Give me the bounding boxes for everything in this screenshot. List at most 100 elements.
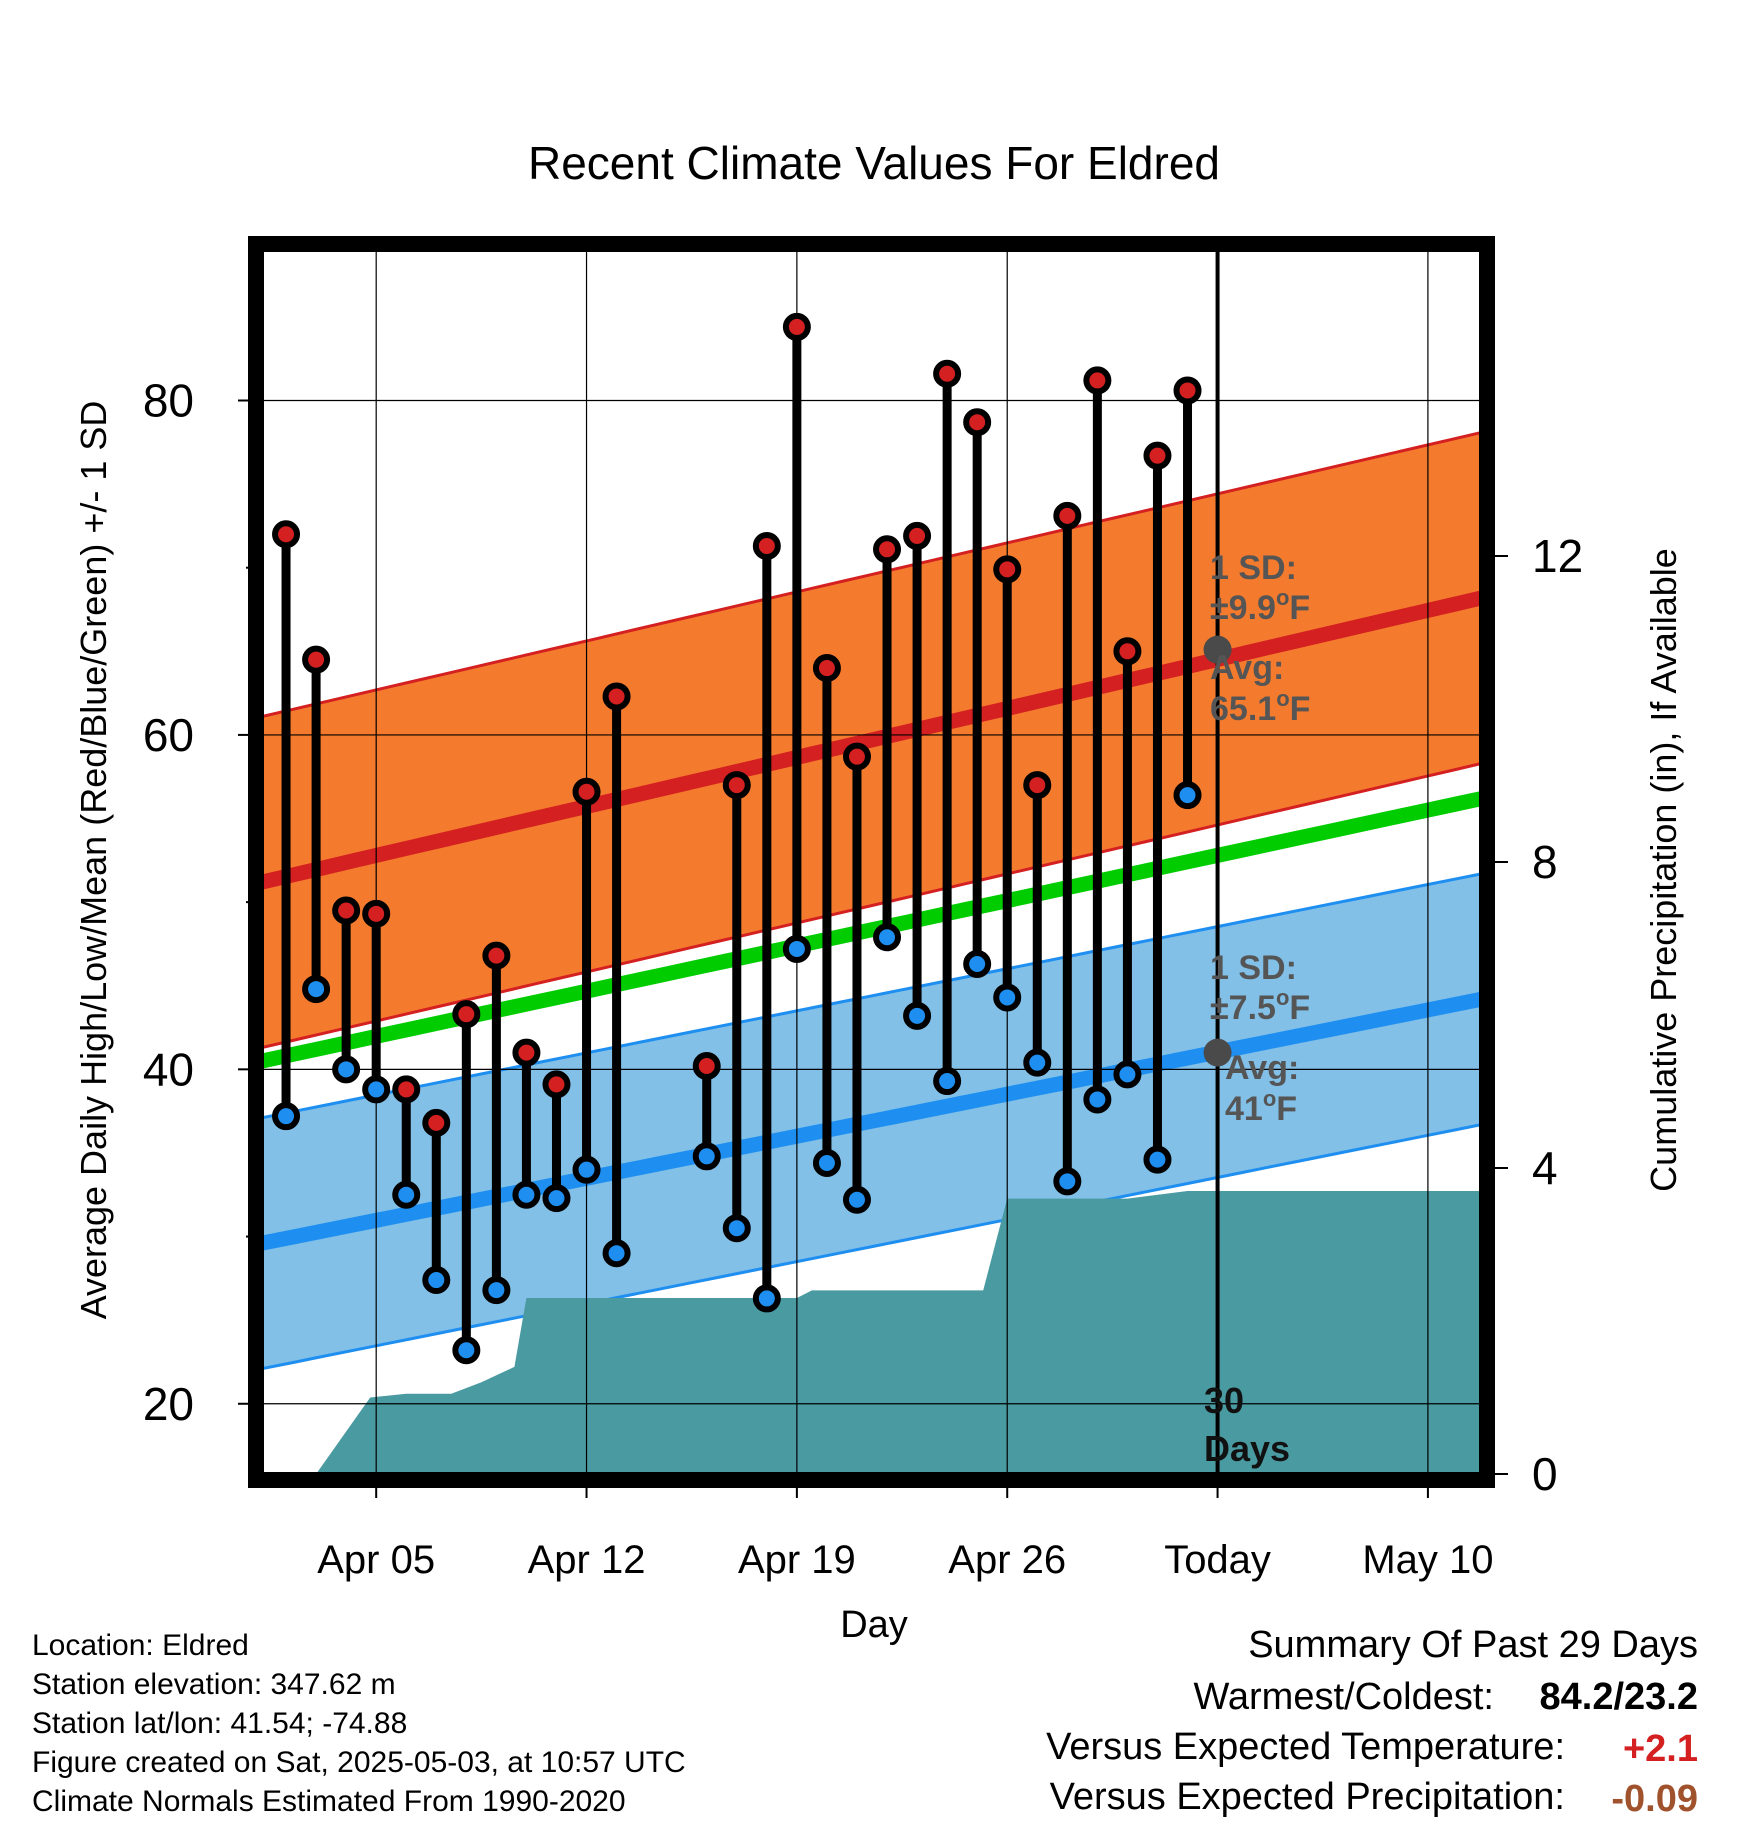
daily-high-point [993, 555, 1022, 584]
daily-high-point [1023, 771, 1052, 800]
daily-high-point [542, 1070, 571, 1099]
daily-markers [272, 312, 1232, 1365]
daily-low-point [842, 1185, 871, 1214]
normal-high-upper-edge [262, 430, 1482, 718]
daily-high-point [812, 654, 841, 683]
y-tick-label: 20 [143, 1378, 194, 1430]
daily-low-point [1053, 1167, 1082, 1196]
annotations: 1 SD: ±9.9oF Avg: 65.1oF 1 SD: ±7.5oF Av… [1204, 549, 1310, 1469]
daily-high-point [1083, 366, 1112, 395]
plot-border [248, 236, 1495, 1488]
daily-low-point [963, 950, 992, 978]
precip-anomaly-label: Versus Expected Precipitation: [1050, 1776, 1565, 1818]
temp-anomaly-value: +2.1 [1623, 1728, 1698, 1770]
y2-tick-label: 4 [1532, 1142, 1558, 1194]
daily-high-point [1053, 501, 1082, 530]
daily-high-point [1113, 637, 1142, 666]
daily-high-point [452, 1000, 481, 1029]
daily-high-point [512, 1038, 541, 1067]
warmest-label: Warmest/Coldest: [1193, 1676, 1494, 1718]
location-line: Location: Eldred [32, 1629, 249, 1662]
daily-high-point [692, 1052, 721, 1080]
daily-high-point [272, 520, 301, 549]
y-tick-label: 40 [143, 1043, 194, 1095]
daily-low-point [572, 1155, 601, 1184]
high-sd-value: ±9.9oF [1210, 585, 1310, 627]
high-avg-value: 65.1oF [1210, 686, 1310, 728]
daily-low-point [452, 1336, 481, 1365]
x-axis-title: Day [840, 1604, 908, 1646]
daily-high-point [302, 645, 331, 674]
summary-panel: Summary Of Past 29 Days Warmest/Coldest:… [1046, 1624, 1698, 1820]
low-avg-value: 41oF [1225, 1086, 1297, 1128]
daily-low-point [722, 1214, 751, 1243]
daily-low-point [692, 1142, 721, 1171]
daily-low-point [272, 1102, 301, 1131]
daily-high-point [722, 771, 751, 800]
daily-high-point [362, 899, 391, 928]
daily-low-point [512, 1180, 541, 1209]
x-tick-label: Apr 26 [948, 1538, 1066, 1582]
daily-high-point [752, 531, 781, 560]
daily-low-point [1083, 1085, 1112, 1114]
daily-high-point [392, 1075, 421, 1104]
y2-tick-label: 0 [1532, 1448, 1558, 1500]
y-tick-label: 80 [143, 374, 194, 426]
x-tick-label: Today [1164, 1538, 1271, 1582]
daily-low-point [332, 1055, 361, 1084]
high-sd-label: 1 SD: [1210, 549, 1297, 587]
x-tick-label: Apr 19 [738, 1538, 856, 1582]
daily-high-point [903, 521, 932, 550]
daily-high-point [422, 1108, 451, 1137]
plot-area [262, 250, 1482, 1474]
daily-low-point [782, 934, 811, 963]
station-info: Location: Eldred Station elevation: 347.… [32, 1629, 686, 1818]
daily-low-point [873, 923, 902, 952]
daily-low-point [482, 1276, 511, 1305]
daily-high-point [842, 742, 871, 771]
high-avg-label: Avg: [1210, 649, 1284, 687]
low-sd-label: 1 SD: [1210, 949, 1297, 987]
today-normal-high-point [1203, 635, 1232, 664]
daily-low-point [903, 1001, 932, 1030]
daily-low-point [1143, 1145, 1172, 1174]
created-line: Figure created on Sat, 2025-05-03, at 10… [32, 1746, 686, 1779]
low-avg-label: Avg: [1225, 1049, 1299, 1087]
daily-low-point [1023, 1048, 1052, 1077]
x-tick-label: Apr 05 [317, 1538, 435, 1582]
y2-tick-label: 8 [1532, 836, 1558, 888]
low-sd-value: ±7.5oF [1210, 985, 1310, 1027]
y2-axis-title: Cumulative Precipitation (in), If Availa… [1643, 548, 1684, 1192]
daily-low-point [933, 1067, 962, 1096]
daily-high-point [1143, 441, 1172, 470]
y-axis-title: Average Daily High/Low/Mean (Red/Blue/Gr… [73, 401, 114, 1320]
daily-low-point [392, 1180, 421, 1209]
daily-high-point [873, 535, 902, 564]
x-tick-label: Apr 12 [528, 1538, 646, 1582]
normal-high-line [262, 590, 1482, 890]
daily-low-point [812, 1148, 841, 1177]
y-tick-label: 60 [143, 709, 194, 761]
daily-low-point [1113, 1060, 1142, 1089]
axes: 20 40 60 80 0 4 8 12 Apr 05 Apr 12 Apr 19 Apr 26 Tod… [143, 374, 1583, 1582]
today-days-word: Days [1204, 1428, 1290, 1469]
daily-low-point [1173, 781, 1202, 810]
y2-tick-label: 12 [1532, 530, 1583, 582]
today-normal-low-point [1203, 1038, 1232, 1067]
daily-high-point [1173, 376, 1202, 405]
daily-low-point [542, 1184, 571, 1213]
daily-high-point [602, 682, 631, 711]
daily-low-point [422, 1266, 451, 1295]
latlon-line: Station lat/lon: 41.54; -74.88 [32, 1707, 407, 1740]
daily-high-point [782, 312, 811, 341]
today-days-number: 30 [1204, 1380, 1244, 1421]
daily-low-point [362, 1075, 391, 1104]
daily-low-point [752, 1284, 781, 1313]
daily-high-point [963, 408, 992, 437]
chart-title: Recent Climate Values For Eldred [528, 137, 1220, 189]
daily-high-point [933, 359, 962, 388]
elevation-line: Station elevation: 347.62 m [32, 1668, 396, 1701]
daily-low-point [993, 983, 1022, 1012]
plot-frame [248, 236, 1495, 1488]
daily-low-point [602, 1239, 631, 1268]
